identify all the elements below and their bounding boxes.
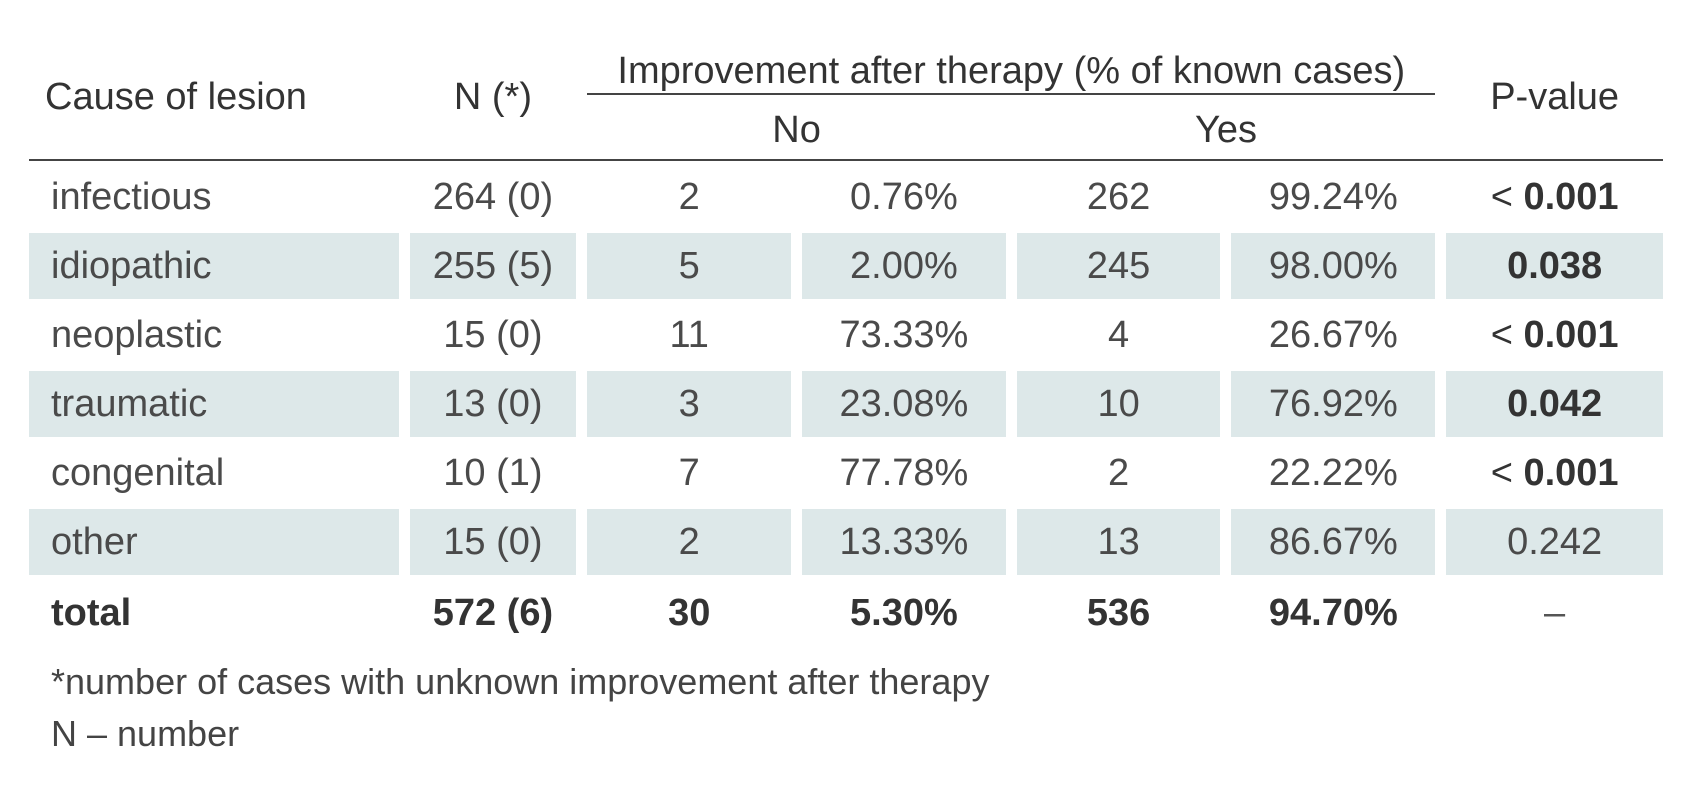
footnotes: *number of cases with unknown improvemen… [29,656,1663,760]
cell-pvalue: 0.042 [1446,368,1663,437]
cell-no-percent: 77.78% [802,437,1006,506]
cell-no-count: 5 [587,230,792,299]
table-row: neoplastic 15 (0) 11 73.33% 4 26.67% < 0.001 [29,299,1663,368]
pvalue-number: 0.042 [1507,382,1603,425]
header-rule [29,159,1663,161]
footnote-n-definition: N – number [51,713,240,754]
cell-no-count: 7 [587,437,792,506]
cell-cause: congenital [29,437,399,506]
pvalue-prefix: < [1490,451,1524,494]
total-no-count: 30 [587,575,792,648]
cell-cause: other [29,506,399,575]
cell-n: 255 (5) [409,230,577,299]
pvalue-number: 0.242 [1507,520,1603,563]
cell-no-percent: 23.08% [802,368,1006,437]
cell-yes-count: 2 [1016,437,1221,506]
header-n: N (*) [453,75,532,118]
total-no-percent: 5.30% [802,575,1006,648]
pvalue-number: 0.038 [1507,244,1603,287]
pvalue-number: 0.001 [1523,313,1619,356]
cell-yes-count: 10 [1016,368,1221,437]
total-pvalue: – [1446,575,1663,648]
cell-yes-percent: 76.92% [1231,368,1436,437]
pvalue-number: 0.001 [1523,451,1619,494]
results-table: Cause of lesion N (*) Improvement after … [18,35,1674,648]
cell-cause: traumatic [29,368,399,437]
total-yes-count: 536 [1016,575,1221,648]
cell-pvalue: < 0.001 [1446,437,1663,506]
cell-no-percent: 13.33% [802,506,1006,575]
pvalue-prefix: < [1490,313,1524,356]
table-body: infectious 264 (0) 2 0.76% 262 99.24% < 0.001 i… [29,159,1663,648]
cell-yes-percent: 98.00% [1231,230,1436,299]
table-row: congenital 10 (1) 7 77.78% 2 22.22% < 0.001 [29,437,1663,506]
header-no: No [772,108,821,151]
cell-yes-count: 13 [1016,506,1221,575]
pvalue-prefix: < [1490,175,1524,218]
cell-no-count: 2 [587,506,792,575]
header-divider [29,159,1663,161]
cell-yes-percent: 86.67% [1231,506,1436,575]
cell-n: 10 (1) [409,437,577,506]
cell-yes-count: 4 [1016,299,1221,368]
results-table-figure: Cause of lesion N (*) Improvement after … [29,35,1663,760]
cell-yes-percent: 26.67% [1231,299,1436,368]
cell-cause: infectious [29,161,399,230]
cell-pvalue: 0.038 [1446,230,1663,299]
header-yes: Yes [1194,108,1257,151]
total-n: 572 (6) [409,575,577,648]
header-pvalue: P-value [1490,75,1620,118]
table-row-total: total 572 (6) 30 5.30% 536 94.70% – [29,575,1663,648]
cell-cause: idiopathic [29,230,399,299]
cell-no-count: 2 [587,161,792,230]
cell-no-percent: 0.76% [802,161,1006,230]
cell-yes-percent: 22.22% [1231,437,1436,506]
table-header: Cause of lesion N (*) Improvement after … [29,35,1663,159]
cell-pvalue: < 0.001 [1446,299,1663,368]
cell-n: 13 (0) [409,368,577,437]
header-improvement-group: Improvement after therapy (% of known ca… [587,35,1436,101]
footnote-asterisk: *number of cases with unknown improvemen… [51,661,990,702]
table-row: infectious 264 (0) 2 0.76% 262 99.24% < 0.001 [29,161,1663,230]
header-improvement-label: Improvement after therapy (% of known ca… [587,50,1436,95]
cell-n: 15 (0) [409,299,577,368]
cell-yes-count: 262 [1016,161,1221,230]
cell-no-count: 11 [587,299,792,368]
cell-n: 264 (0) [409,161,577,230]
cell-pvalue: 0.242 [1446,506,1663,575]
cell-n: 15 (0) [409,506,577,575]
table-row: other 15 (0) 2 13.33% 13 86.67% 0.242 [29,506,1663,575]
cell-pvalue: < 0.001 [1446,161,1663,230]
cell-yes-percent: 99.24% [1231,161,1436,230]
cell-cause: neoplastic [29,299,399,368]
total-yes-percent: 94.70% [1231,575,1436,648]
header-cause: Cause of lesion [45,75,307,118]
cell-no-count: 3 [587,368,792,437]
total-cause: total [29,575,399,648]
cell-yes-count: 245 [1016,230,1221,299]
pvalue-number: 0.001 [1523,175,1619,218]
table-row: idiopathic 255 (5) 5 2.00% 245 98.00% 0.038 [29,230,1663,299]
cell-no-percent: 2.00% [802,230,1006,299]
table-row: traumatic 13 (0) 3 23.08% 10 76.92% 0.042 [29,368,1663,437]
cell-no-percent: 73.33% [802,299,1006,368]
